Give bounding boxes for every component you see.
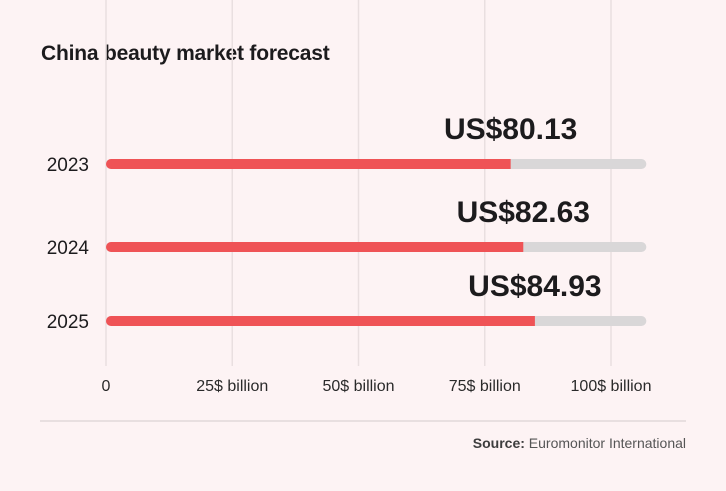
y-category-label: 2024 <box>47 238 90 259</box>
chart-title: China beauty market forecast <box>41 42 330 65</box>
source-text: Euromonitor International <box>528 435 686 451</box>
data-label: US$82.63 <box>457 196 590 229</box>
x-tick-label: 25$ billion <box>196 378 268 395</box>
data-label: US$84.93 <box>468 270 601 303</box>
bar-2024 <box>106 242 524 252</box>
bar-2023 <box>106 159 511 169</box>
x-tick-label: 0 <box>102 378 111 395</box>
bar-chart: 0 25$ billion 50$ billion 75$ billion 100$ b… <box>47 0 652 395</box>
source-note: Source: Euromonitor International <box>473 435 686 451</box>
divider <box>40 420 686 422</box>
x-tick-label: 100$ billion <box>571 378 652 395</box>
y-category-label: 2023 <box>47 155 89 176</box>
bar-2025 <box>106 316 535 326</box>
x-tick-label: 75$ billion <box>449 378 521 395</box>
data-label: US$80.13 <box>444 113 577 146</box>
x-tick-label: 50$ billion <box>322 378 394 395</box>
y-category-label: 2025 <box>47 312 89 333</box>
source-label: Source: <box>472 435 525 451</box>
